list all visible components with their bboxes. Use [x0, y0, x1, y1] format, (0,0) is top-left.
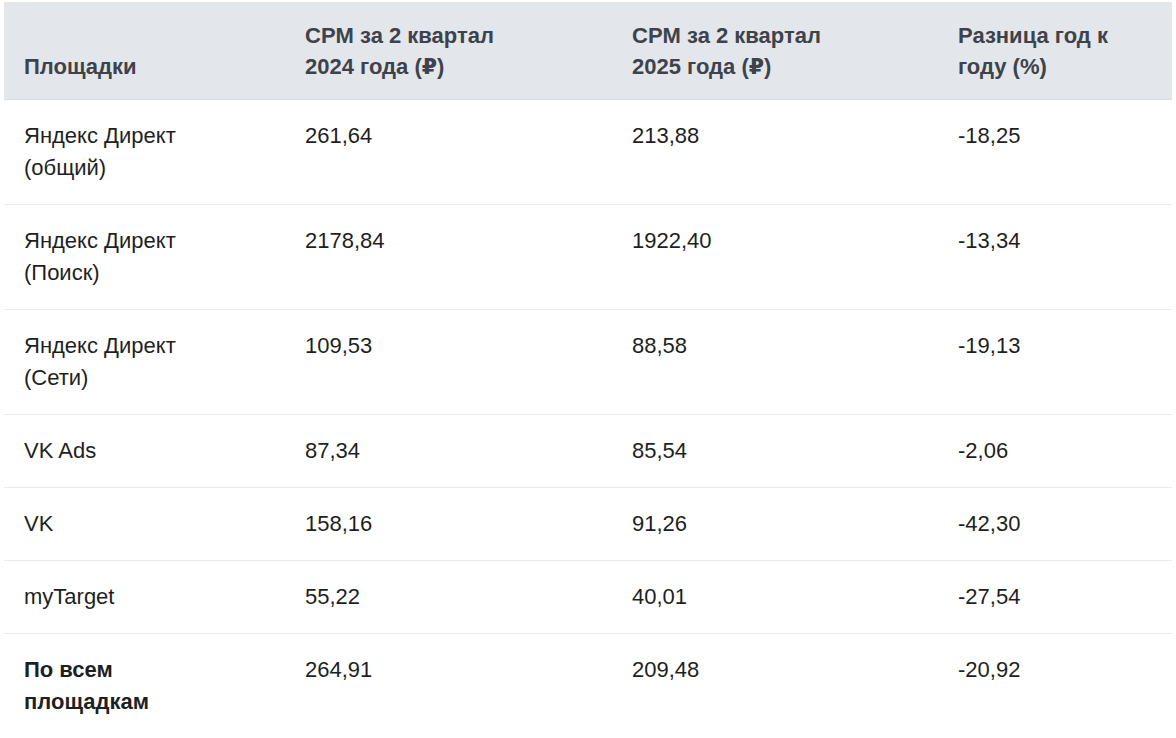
cell-platform: По всем площадкам	[4, 634, 305, 738]
cell-platform: VK Ads	[4, 415, 305, 488]
header-row: Площадки CPM за 2 квартал 2024 года (₽) …	[4, 2, 1172, 100]
cell-yoy-diff: -13,34	[958, 205, 1172, 310]
cell-cpm-2025: 40,01	[632, 561, 958, 634]
cell-cpm-2024: 2178,84	[305, 205, 632, 310]
platform-name: Яндекс Директ (Сети)	[24, 330, 209, 394]
table-row: myTarget 55,22 40,01 -27,54	[4, 561, 1172, 634]
cell-platform: Яндекс Директ (Сети)	[4, 310, 305, 415]
cell-yoy-diff: -2,06	[958, 415, 1172, 488]
platform-name: Яндекс Директ (общий)	[24, 120, 209, 184]
column-header-label: Площадки	[24, 51, 305, 82]
column-header-cpm-2024: CPM за 2 квартал 2024 года (₽)	[305, 2, 632, 100]
platform-name: VK	[24, 508, 209, 540]
cell-cpm-2024: 158,16	[305, 488, 632, 561]
table-row: Яндекс Директ (общий) 261,64 213,88 -18,…	[4, 100, 1172, 205]
cell-cpm-2024: 55,22	[305, 561, 632, 634]
column-header-label: Разница год к году (%)	[958, 20, 1143, 82]
table-row: VK Ads 87,34 85,54 -2,06	[4, 415, 1172, 488]
cell-platform: Яндекс Директ (общий)	[4, 100, 305, 205]
platform-name: По всем площадкам	[24, 654, 209, 718]
cell-platform: VK	[4, 488, 305, 561]
column-header-label: CPM за 2 квартал 2024 года (₽)	[305, 20, 535, 82]
cpm-table-container: Площадки CPM за 2 квартал 2024 года (₽) …	[0, 0, 1176, 738]
cell-platform: Яндекс Директ (Поиск)	[4, 205, 305, 310]
cell-cpm-2025: 213,88	[632, 100, 958, 205]
column-header-yoy-diff: Разница год к году (%)	[958, 2, 1172, 100]
cell-yoy-diff: -19,13	[958, 310, 1172, 415]
cell-cpm-2025: 88,58	[632, 310, 958, 415]
cell-yoy-diff: -20,92	[958, 634, 1172, 738]
cell-yoy-diff: -18,25	[958, 100, 1172, 205]
cell-cpm-2024: 261,64	[305, 100, 632, 205]
cell-yoy-diff: -27,54	[958, 561, 1172, 634]
cell-cpm-2025: 85,54	[632, 415, 958, 488]
column-header-platforms: Площадки	[4, 2, 305, 100]
cell-cpm-2024: 87,34	[305, 415, 632, 488]
table-header: Площадки CPM за 2 квартал 2024 года (₽) …	[4, 2, 1172, 100]
cell-cpm-2025: 91,26	[632, 488, 958, 561]
table-row: VK 158,16 91,26 -42,30	[4, 488, 1172, 561]
table-row: Яндекс Директ (Сети) 109,53 88,58 -19,13	[4, 310, 1172, 415]
cell-yoy-diff: -42,30	[958, 488, 1172, 561]
cell-cpm-2024: 109,53	[305, 310, 632, 415]
table-body: Яндекс Директ (общий) 261,64 213,88 -18,…	[4, 100, 1172, 738]
column-header-label: CPM за 2 квартал 2025 года (₽)	[632, 20, 862, 82]
cpm-comparison-table: Площадки CPM за 2 квартал 2024 года (₽) …	[4, 2, 1172, 738]
cell-cpm-2024: 264,91	[305, 634, 632, 738]
table-row-total: По всем площадкам 264,91 209,48 -20,92	[4, 634, 1172, 738]
cell-platform: myTarget	[4, 561, 305, 634]
platform-name: VK Ads	[24, 435, 209, 467]
column-header-cpm-2025: CPM за 2 квартал 2025 года (₽)	[632, 2, 958, 100]
platform-name: Яндекс Директ (Поиск)	[24, 225, 209, 289]
cell-cpm-2025: 1922,40	[632, 205, 958, 310]
platform-name: myTarget	[24, 581, 209, 613]
cell-cpm-2025: 209,48	[632, 634, 958, 738]
table-row: Яндекс Директ (Поиск) 2178,84 1922,40 -1…	[4, 205, 1172, 310]
